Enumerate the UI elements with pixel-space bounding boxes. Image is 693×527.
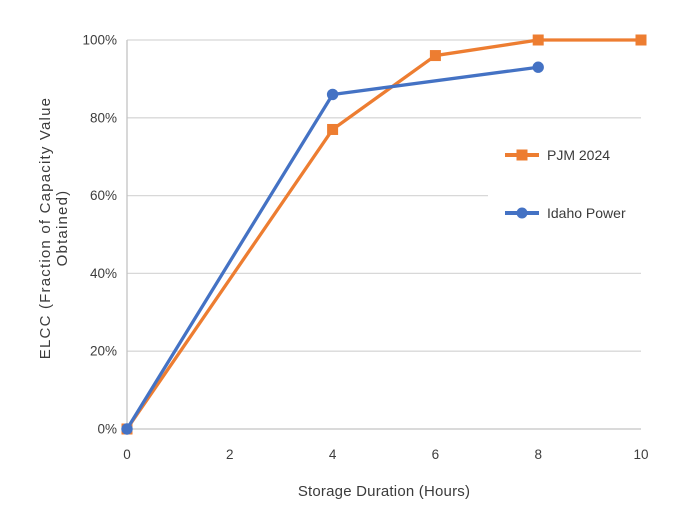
y-axis-title-line1: ELCC (Fraction of Capacity Value [37,96,54,360]
pjm-2024-legend-line [505,149,539,161]
pjm-2024-square-marker-icon [516,149,528,161]
y-tick-label-20%: 20% [90,344,117,359]
pjm-2024-marker-x8 [532,34,544,46]
y-axis-title-line2: Obtained) [54,189,71,267]
y-tick-label-40%: 40% [90,266,117,281]
pjm-2024-marker-x10 [635,34,647,46]
legend-item-pjm-2024: PJM 2024 [505,145,662,165]
idaho-power-line [125,65,540,431]
idaho-power-legend-line [505,207,539,219]
x-tick-label-6: 6 [432,447,440,462]
x-axis-title: Storage Duration (Hours) [297,483,471,500]
idaho-power-circle-marker-icon [516,207,528,219]
pjm-2024-marker-x4 [327,123,339,135]
legend-item-idaho-power: Idaho Power [505,203,662,223]
x-tick-label-10: 10 [633,447,648,462]
x-tick-label-0: 0 [123,447,131,462]
pjm-2024-marker-x6 [429,50,441,62]
x-tick-label-4: 4 [329,447,337,462]
idaho-power-marker-x4 [326,88,339,101]
y-tick-label-100%: 100% [82,33,117,48]
pjm-2024-line [125,38,643,431]
x-tick-label-2: 2 [226,447,234,462]
idaho-power-marker-x0 [121,423,133,435]
legend: PJM 2024 Idaho Power [488,139,662,233]
y-tick-label-60%: 60% [90,188,117,203]
y-axis-title: ELCC (Fraction of Capacity Value Obtaine… [37,70,71,386]
x-tick-label-8: 8 [534,447,542,462]
idaho-power-marker-x8 [532,61,544,73]
legend-label-idaho-power: Idaho Power [547,205,626,221]
y-tick-label-0%: 0% [97,422,117,437]
legend-label-pjm-2024: PJM 2024 [547,147,611,163]
y-tick-label-80%: 80% [90,110,117,125]
